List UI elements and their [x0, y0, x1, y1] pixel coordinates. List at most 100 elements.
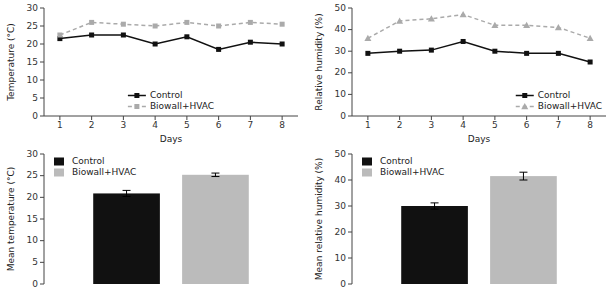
point	[248, 20, 253, 25]
legend-label: Control	[72, 156, 105, 166]
legend-swatch	[54, 158, 64, 166]
y-tick-label: 15	[27, 57, 38, 67]
point	[280, 42, 285, 47]
y-tick	[348, 51, 352, 52]
y-tick	[348, 154, 352, 155]
y-tick	[40, 197, 44, 198]
point	[460, 11, 467, 17]
legend: ControlBiowall+HVAC	[128, 90, 214, 111]
panel: 051015202530Temperature (°C)12345678Days…	[6, 3, 299, 145]
error-bar-part	[211, 176, 219, 177]
bar	[401, 206, 468, 284]
error-bar-part	[211, 173, 219, 174]
x-axis-label: Days	[468, 134, 491, 144]
x-tick-label: 1	[365, 120, 371, 130]
y-tick-label: 20	[335, 227, 347, 237]
point	[491, 22, 498, 28]
bar	[93, 193, 160, 284]
panel: 01020304050Mean relative humidity (%)Con…	[314, 149, 557, 289]
y-tick	[40, 262, 44, 263]
x-tick-label: 8	[279, 120, 285, 130]
point	[89, 33, 94, 38]
y-tick-label: 5	[32, 257, 38, 267]
legend-label: Biowall+HVAC	[380, 167, 444, 177]
error-bar-part	[431, 202, 439, 203]
y-tick-label: 0	[340, 279, 346, 289]
legend-swatch	[362, 169, 372, 177]
series-line	[368, 41, 590, 62]
y-tick-label: 30	[27, 3, 39, 13]
legend-marker	[521, 103, 528, 109]
bar	[182, 175, 249, 284]
x-tick-label: 6	[216, 120, 222, 130]
legend-label: Control	[150, 90, 183, 100]
point	[587, 35, 594, 41]
legend-marker	[134, 93, 139, 98]
point	[588, 60, 593, 65]
x-tick-label: 1	[57, 120, 63, 130]
legend-label: Biowall+HVAC	[72, 167, 136, 177]
error-bar	[123, 190, 131, 196]
y-tick	[40, 80, 44, 81]
point	[57, 33, 62, 38]
y-tick	[348, 206, 352, 207]
point	[248, 40, 253, 45]
legend-label: Control	[538, 90, 571, 100]
y-tick-label: 30	[27, 149, 39, 159]
error-bar-part	[126, 190, 127, 196]
legend-marker	[134, 104, 139, 109]
point	[461, 39, 466, 44]
y-tick	[40, 98, 44, 99]
point	[280, 22, 285, 27]
y-axis-label: Mean temperature (°C)	[6, 167, 16, 272]
error-bar-part	[123, 190, 131, 191]
y-tick-label: 50	[335, 149, 347, 159]
legend-label: Biowall+HVAC	[150, 101, 214, 111]
y-tick-label: 5	[32, 93, 38, 103]
point	[184, 20, 189, 25]
y-tick	[348, 94, 352, 95]
y-tick	[348, 29, 352, 30]
y-tick-label: 10	[27, 75, 39, 85]
x-axis-label: Days	[160, 134, 183, 144]
plot-area	[401, 172, 557, 284]
y-tick	[40, 26, 44, 27]
y-tick-label: 25	[27, 170, 38, 180]
x-tick-label: 3	[121, 120, 127, 130]
point	[89, 20, 94, 25]
point	[364, 35, 371, 41]
error-bar-part	[215, 173, 216, 176]
x-tick-label: 4	[152, 120, 158, 130]
legend-label: Biowall+HVAC	[538, 101, 602, 111]
y-tick	[40, 116, 44, 117]
plot-area	[57, 20, 284, 52]
x-tick-label: 6	[524, 120, 530, 130]
error-bar-part	[434, 203, 435, 209]
x-tick-label: 2	[89, 120, 95, 130]
bar	[490, 176, 557, 284]
y-tick	[348, 180, 352, 181]
y-tick	[40, 154, 44, 155]
point	[216, 47, 221, 52]
point	[121, 33, 126, 38]
legend: ControlBiowall+HVAC	[54, 156, 136, 177]
y-axis-label: Mean relative humidity (%)	[314, 158, 324, 280]
y-tick-label: 15	[27, 214, 38, 224]
x-tick-label: 2	[397, 120, 403, 130]
plot-area	[364, 11, 593, 65]
point	[429, 48, 434, 53]
y-axis	[352, 8, 353, 116]
y-tick-label: 40	[335, 175, 347, 185]
x-tick-label: 3	[429, 120, 435, 130]
y-tick	[40, 8, 44, 9]
y-axis	[352, 154, 353, 284]
x-tick-label: 5	[184, 120, 190, 130]
error-bar-part	[431, 209, 439, 210]
y-tick	[348, 232, 352, 233]
point	[184, 34, 189, 39]
y-tick-label: 30	[335, 201, 347, 211]
legend-swatch	[54, 169, 64, 177]
legend-marker	[522, 93, 527, 98]
y-tick	[40, 62, 44, 63]
y-tick-label: 40	[335, 24, 347, 34]
